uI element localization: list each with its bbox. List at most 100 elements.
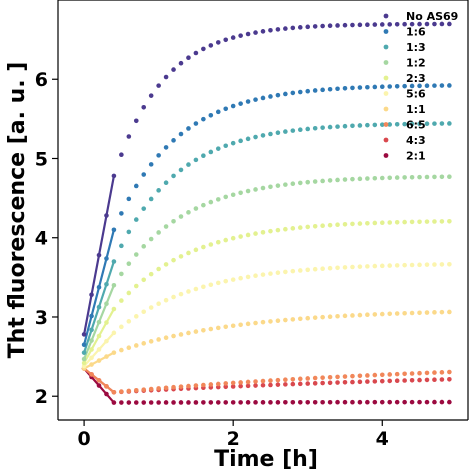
data-point [447,174,452,179]
data-point [171,218,176,224]
data-point [171,384,176,390]
data-point [402,310,407,316]
x-axis-title: Time [h] [214,447,318,471]
data-point [275,382,281,387]
data-point [81,350,87,355]
data-point [424,219,430,224]
data-point [223,278,229,284]
data-point [215,325,221,331]
data-point [208,282,214,288]
y-tick-label: 5 [35,148,48,170]
data-point [357,221,363,226]
data-point [119,152,124,158]
series-2-3 [81,218,452,366]
data-point [335,86,340,92]
data-point [268,184,273,190]
data-point [424,21,430,27]
data-point [156,386,161,391]
data-point [201,202,206,208]
data-point [312,375,318,381]
data-point [193,383,199,388]
data-point [320,178,325,184]
data-point [379,372,385,378]
data-point [409,262,415,268]
data-point [81,356,87,362]
data-point [96,383,102,388]
data-point [186,250,191,256]
data-point [268,271,273,276]
data-point [417,174,422,180]
data-point [394,311,400,316]
data-point [439,370,445,375]
data-point [305,267,311,273]
data-point [111,350,117,355]
data-point [424,377,430,383]
data-point [290,90,296,96]
data-point [208,149,214,155]
data-point [201,284,206,290]
data-point [268,228,273,234]
data-point [409,83,415,89]
data-point [193,329,199,334]
data-point [223,381,229,386]
data-point [141,244,147,249]
data-point [335,313,340,319]
data-point [387,263,393,268]
data-point [215,197,221,202]
data-point [163,400,169,405]
data-point [230,380,236,386]
data-point [283,91,288,97]
data-point [327,399,333,405]
data-point [305,88,311,94]
data-point [350,379,355,385]
legend-label: 1:3 [406,41,426,54]
data-point [402,21,407,27]
data-point [335,23,340,28]
data-point [126,261,132,266]
data-point [297,225,303,230]
data-point [260,185,266,191]
data-point [141,172,147,177]
data-point [312,266,318,272]
data-point [171,400,176,405]
data-point [186,162,191,167]
data-point [268,400,273,405]
data-point [312,24,318,29]
data-point [223,384,229,390]
data-point [230,235,236,241]
data-point [178,214,184,219]
data-point [409,219,415,225]
data-point [342,222,348,227]
data-point [238,234,243,239]
data-point [417,399,422,405]
data-point [275,318,281,323]
legend-label: 2:3 [406,72,426,85]
data-point [372,379,378,384]
data-point [417,370,422,376]
data-point [283,382,288,387]
data-point [230,384,236,389]
data-point [432,370,437,375]
data-point [111,400,117,405]
data-point [275,227,281,233]
data-point [156,301,161,307]
data-point [447,21,452,27]
data-point [342,399,348,405]
data-point [245,232,251,238]
data-point [387,22,393,27]
data-point [283,226,288,232]
data-point [290,226,296,231]
data-point [245,136,251,142]
data-point [275,130,281,136]
data-point [342,177,348,182]
data-point [342,123,348,129]
data-point [335,374,340,380]
data-point [208,199,214,205]
data-point [133,314,139,319]
data-point [335,124,340,129]
data-point [387,84,393,89]
data-point [253,273,258,279]
legend-marker [383,106,389,112]
data-point [387,122,393,127]
data-point [283,400,288,405]
